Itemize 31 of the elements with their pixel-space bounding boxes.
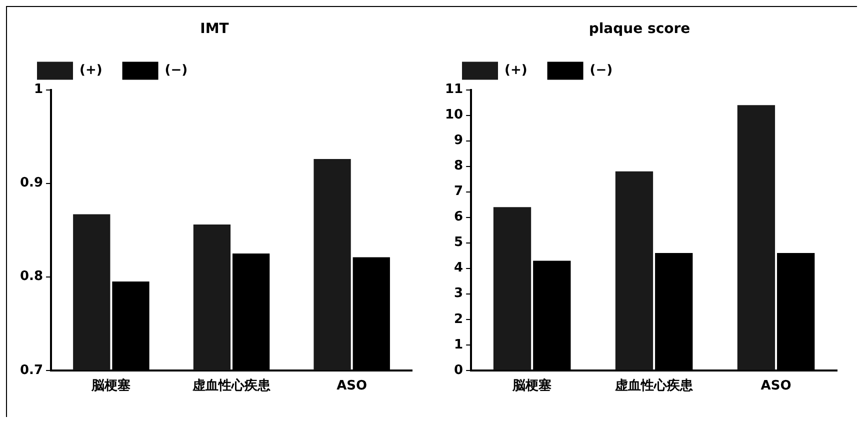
x-tick-label: 虚血性心疾患 [192, 378, 272, 394]
x-tick-label: ASO [336, 378, 368, 394]
chart-title: plaque score [588, 21, 690, 38]
y-tick-label: 4 [454, 260, 464, 276]
x-tick-label: 虚血性心疾患 [614, 378, 694, 394]
y-tick-label: 2 [454, 312, 464, 327]
y-tick-label: 5 [454, 235, 464, 250]
x-tick-label: 脳梗塞 [90, 378, 131, 394]
y-tick-label: 11 [444, 82, 464, 98]
y-tick-label: 9 [454, 133, 464, 148]
legend-label: (+) [80, 63, 102, 78]
y-tick-label: 10 [444, 108, 464, 123]
y-tick-label: 0.9 [20, 176, 44, 191]
bar [615, 171, 654, 370]
y-tick-label: 0.7 [20, 362, 44, 378]
y-tick-label: 7 [454, 184, 464, 200]
y-tick-label: 1 [454, 337, 464, 352]
y-tick-label: 8 [454, 158, 464, 174]
y-tick-label: 1 [34, 82, 44, 98]
bar [737, 105, 776, 370]
x-tick-label: 脳梗塞 [512, 378, 552, 394]
chart-title: IMT [200, 21, 230, 38]
legend-label: (−) [590, 63, 613, 78]
y-tick-label: 6 [454, 210, 464, 225]
y-tick-label: 0.8 [20, 269, 44, 284]
legend-label: (−) [164, 63, 188, 78]
y-tick-label: 0 [454, 362, 464, 378]
legend-label: (+) [504, 63, 528, 78]
x-tick-label: ASO [760, 378, 792, 394]
y-tick-label: 3 [454, 286, 464, 302]
bar [493, 207, 532, 370]
